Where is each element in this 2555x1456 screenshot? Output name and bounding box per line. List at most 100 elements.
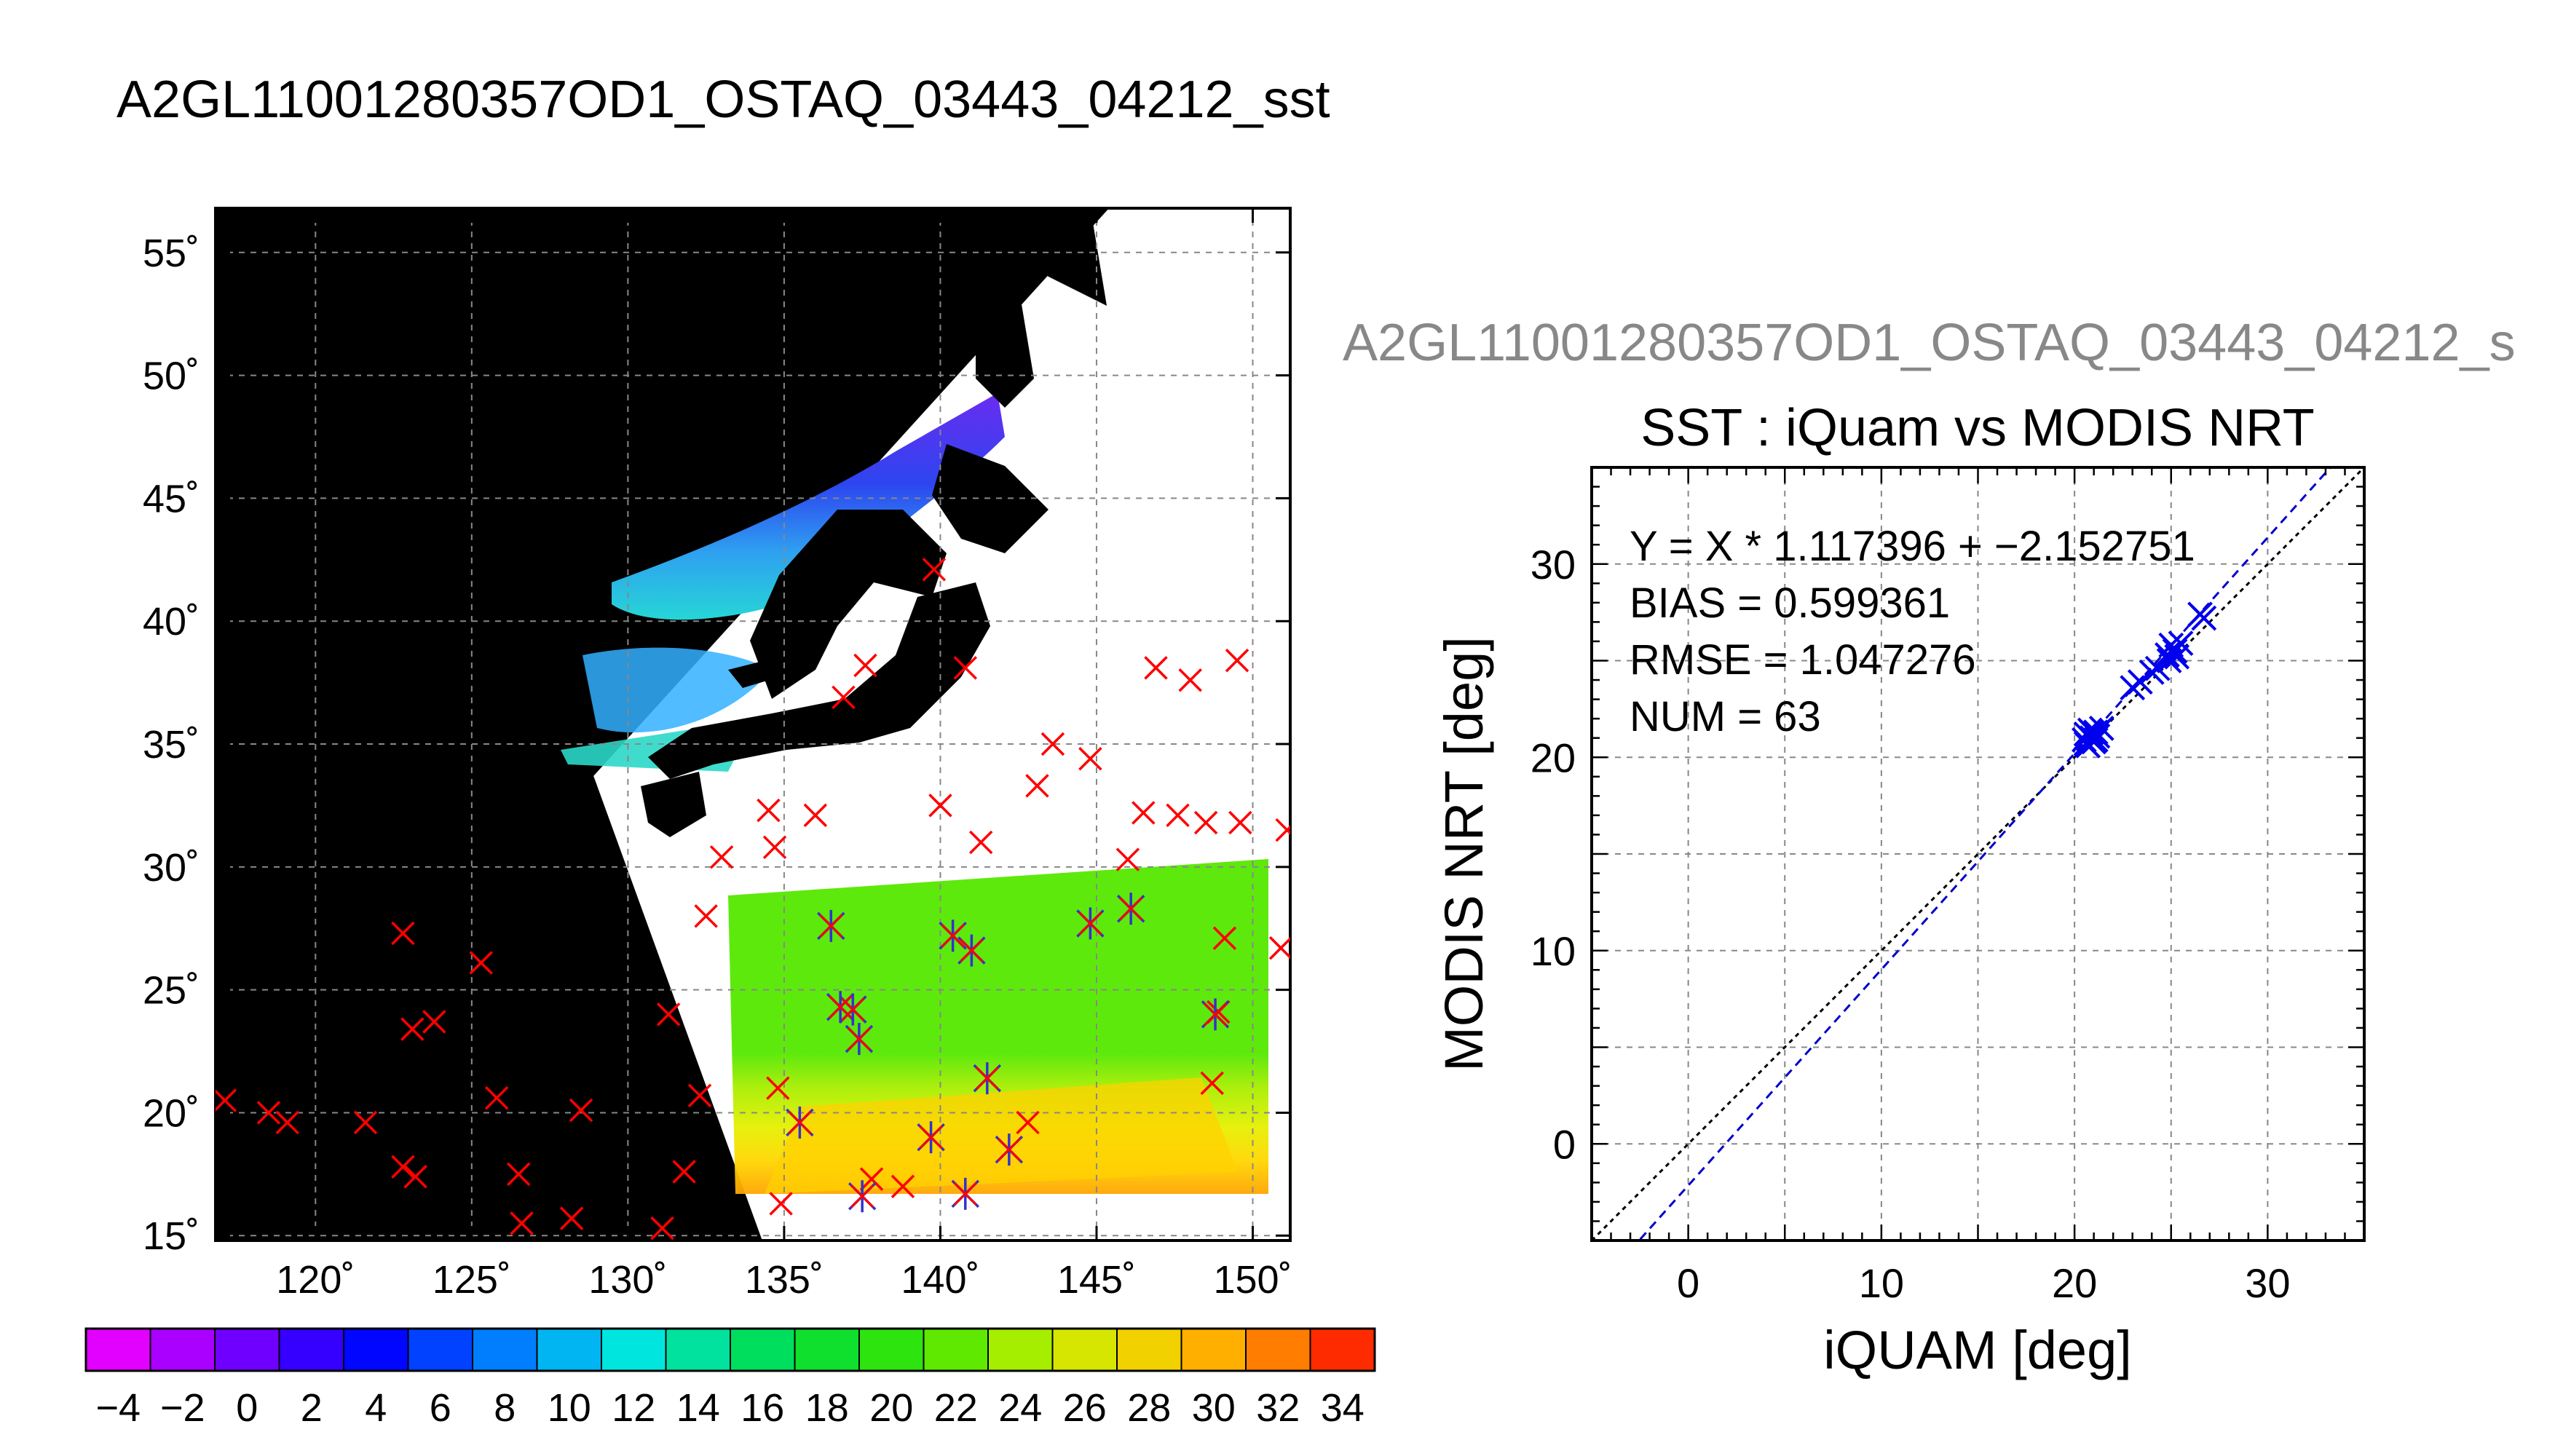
matchup-marker xyxy=(951,1177,980,1210)
sst-southern-field xyxy=(765,1077,1238,1194)
iquam-marker xyxy=(1193,810,1218,835)
colorbar-cell xyxy=(858,1328,925,1372)
map-x-tick-label: 130˚ xyxy=(588,1258,667,1302)
scatter-y-tick-label: 20 xyxy=(1531,735,1576,780)
colorbar-tick-label: 14 xyxy=(676,1386,720,1430)
iquam-marker xyxy=(510,1211,534,1235)
map-y-tick-label: 55˚ xyxy=(143,232,200,275)
iquam-marker xyxy=(922,558,947,582)
sst-japan-sea-field xyxy=(612,393,1005,620)
land-honshu xyxy=(648,582,990,779)
scatter-x-tick-label: 20 xyxy=(2052,1260,2097,1306)
scatter-x-axis-label: iQUAM [deg] xyxy=(1823,1320,2132,1380)
colorbar: −4 −2 0 2 4 6 8 10 12 14 16 18 20 22 24 26 28 30 32 34 xyxy=(84,1327,1376,1430)
colorbar-cell xyxy=(472,1328,538,1372)
scatter-point xyxy=(2164,644,2190,670)
colorbar-cell xyxy=(1116,1328,1182,1372)
regression-line xyxy=(1638,467,2332,1241)
map-x-tick-labels: 120˚ 125˚ 130˚ 135˚ 140˚ 145˚ 150˚ xyxy=(276,1258,1292,1302)
matchup-marker xyxy=(839,993,867,1026)
map-y-tick-label: 30˚ xyxy=(143,846,200,890)
colorbar-tick-label: 16 xyxy=(741,1386,784,1430)
colorbar-tick-label: −4 xyxy=(95,1386,141,1430)
colorbar-tick-label: 22 xyxy=(934,1386,978,1430)
scatter-x-tick-label: 10 xyxy=(1859,1260,1904,1306)
map-x-tick-label: 140˚ xyxy=(901,1258,979,1302)
colorbar-cell xyxy=(601,1328,667,1372)
iquam-marker xyxy=(569,1098,593,1123)
colorbar-tick-label: 20 xyxy=(869,1386,913,1430)
iquam-marker xyxy=(391,1155,415,1179)
iquam-marker xyxy=(762,835,787,860)
colorbar-tick-labels: −4 −2 0 2 4 6 8 10 12 14 16 18 20 22 24 26 28 30 32 34 xyxy=(95,1386,1364,1430)
colorbar-cell xyxy=(1180,1328,1247,1372)
iquam-marker xyxy=(1078,747,1102,771)
iquam-marker xyxy=(694,904,718,928)
iquam-marker xyxy=(650,1216,674,1241)
colorbar-frame xyxy=(84,1327,1376,1372)
matchup-marker xyxy=(826,991,855,1024)
colorbar-tick-label: −2 xyxy=(160,1386,205,1430)
iquam-marker xyxy=(687,1083,712,1108)
iquam-marker xyxy=(216,1088,237,1112)
iquam-marker xyxy=(1228,810,1252,835)
scatter-y-tick-label: 10 xyxy=(1531,928,1576,974)
land-northern-coast xyxy=(990,218,1107,306)
iquam-marker xyxy=(1275,818,1290,842)
scatter-grid xyxy=(1592,467,2364,1241)
colorbar-cell xyxy=(1245,1328,1311,1372)
iquam-marker xyxy=(1268,935,1290,960)
colorbar-cell xyxy=(278,1328,344,1372)
one-to-one-line xyxy=(1592,467,2364,1241)
colorbar-tick-label: 24 xyxy=(998,1386,1042,1430)
colorbar-tick-label: 6 xyxy=(430,1386,451,1430)
matchup-marker xyxy=(917,1121,945,1154)
scatter-x-tick-labels: 0 10 20 30 xyxy=(1677,1260,2290,1306)
iquam-marker xyxy=(953,656,978,680)
scatter-tick-marks xyxy=(1590,466,2366,1242)
colorbar-cell xyxy=(923,1328,989,1372)
land-sakhalin xyxy=(976,284,1034,408)
iquam-marker xyxy=(1132,801,1156,825)
scatter-point xyxy=(2191,605,2217,631)
matchup-marker xyxy=(848,1180,877,1213)
iquam-marker xyxy=(391,921,415,946)
iquam-marker xyxy=(559,1206,584,1230)
matchup-marker xyxy=(1201,998,1230,1031)
figure-title: A2GL11001280357OD1_OSTAQ_03443_04212_sst xyxy=(117,71,1330,129)
colorbar-cell xyxy=(343,1328,409,1372)
colorbar-cell xyxy=(214,1328,280,1372)
matchup-marker xyxy=(1076,907,1105,940)
scatter-heading-gray: A2GL11001280357OD1_OSTAQ_03443_04212_s xyxy=(1343,314,2516,372)
iquam-marker xyxy=(256,1101,281,1125)
iquam-marker xyxy=(275,1110,299,1135)
scatter-x-tick-label: 0 xyxy=(1677,1260,1699,1306)
iquam-marker xyxy=(832,685,856,710)
scatter-stat-line: NUM = 63 xyxy=(1630,693,1821,740)
colorbar-tick-label: 18 xyxy=(805,1386,849,1430)
map-x-tick-label: 150˚ xyxy=(1213,1258,1292,1302)
iquam-marker xyxy=(353,1110,378,1135)
colorbar-tick-label: 10 xyxy=(548,1386,591,1430)
land-kyushu xyxy=(641,772,706,837)
iquam-marker xyxy=(803,803,828,828)
iquam-marker xyxy=(403,1164,427,1189)
scatter-point xyxy=(2082,727,2109,753)
scatter-point xyxy=(2156,648,2182,673)
iquam-marker xyxy=(853,653,877,678)
map-y-tick-label: 50˚ xyxy=(143,355,200,398)
iquam-marker xyxy=(766,1076,790,1100)
iquam-marker xyxy=(656,1002,681,1026)
iquam-marker xyxy=(859,1167,884,1191)
iquam-marker xyxy=(769,1192,793,1216)
map-y-tick-label: 25˚ xyxy=(143,969,200,1013)
colorbar-cell xyxy=(149,1328,216,1372)
colorbar-tick-label: 12 xyxy=(612,1386,655,1430)
iquam-marker xyxy=(1040,732,1065,756)
map-y-tick-label: 20˚ xyxy=(143,1091,200,1135)
matchup-marker xyxy=(973,1062,1002,1095)
scatter-point xyxy=(2079,719,2105,745)
iquam-marker xyxy=(757,798,781,823)
colorbar-cell xyxy=(730,1328,796,1372)
iquam-marker xyxy=(891,1174,915,1198)
